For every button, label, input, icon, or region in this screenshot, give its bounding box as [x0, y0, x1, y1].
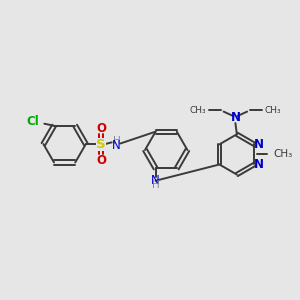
Text: CH₃: CH₃: [265, 106, 281, 115]
Text: O: O: [96, 122, 106, 135]
Text: H: H: [112, 136, 120, 146]
Text: N: N: [254, 138, 264, 151]
Text: N: N: [112, 139, 121, 152]
Text: H: H: [152, 180, 160, 190]
Text: N: N: [230, 111, 240, 124]
Text: N: N: [151, 174, 160, 187]
Text: N: N: [254, 158, 264, 171]
Text: O: O: [96, 154, 106, 166]
Text: S: S: [96, 138, 106, 151]
Text: CH₃: CH₃: [189, 106, 206, 115]
Text: Cl: Cl: [26, 115, 39, 128]
Text: CH₃: CH₃: [273, 149, 293, 159]
